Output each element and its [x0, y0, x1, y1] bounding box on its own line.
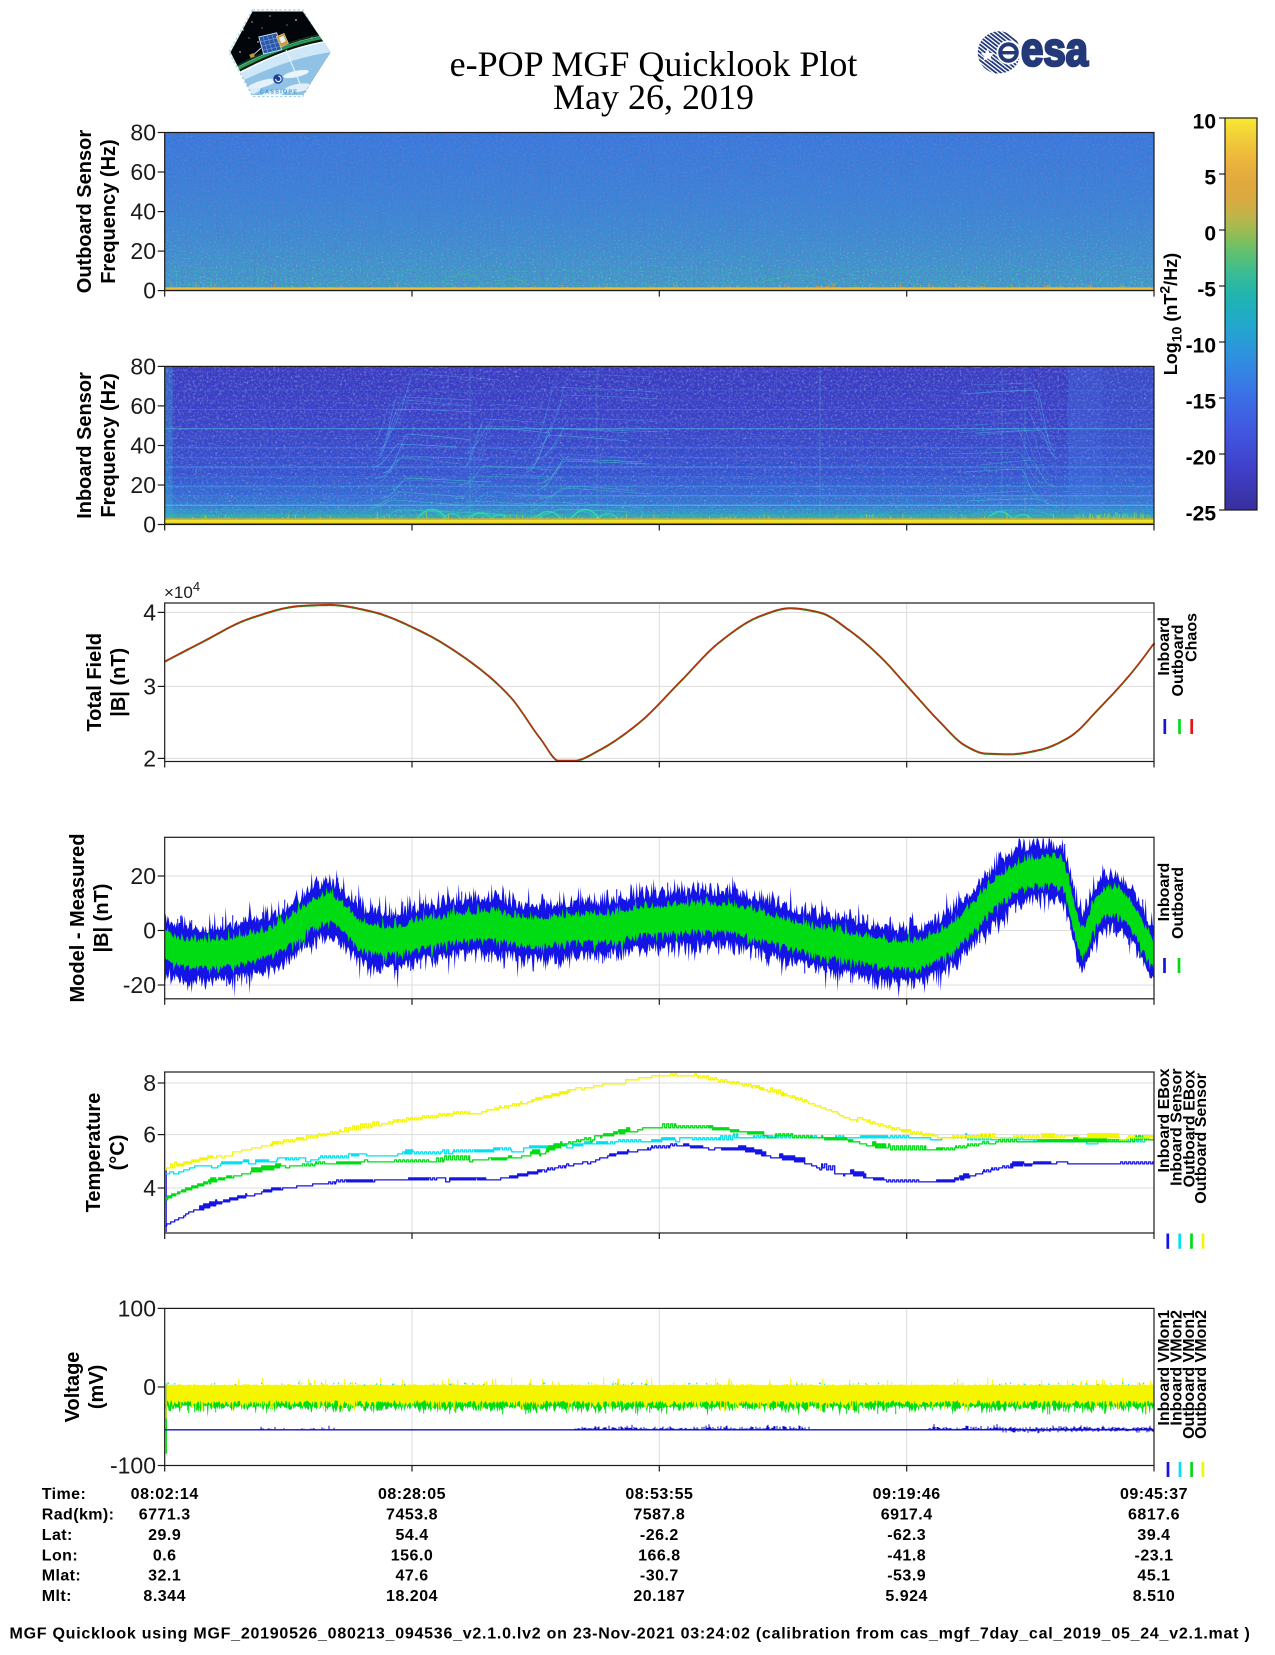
- svg-text:-20: -20: [1186, 447, 1216, 470]
- svg-text:32.1: 32.1: [148, 1568, 181, 1585]
- svg-text:54.4: 54.4: [395, 1527, 428, 1544]
- svg-text:08:02:14: 08:02:14: [131, 1486, 199, 1503]
- svg-text:Outboard Sensor: Outboard Sensor: [74, 130, 96, 294]
- svg-text:Mlat:: Mlat:: [42, 1568, 81, 1585]
- svg-text:29.9: 29.9: [148, 1527, 181, 1544]
- svg-text:4: 4: [143, 599, 156, 625]
- svg-text:7587.8: 7587.8: [633, 1507, 685, 1524]
- svg-text:Inboard EBox: Inboard EBox: [1156, 1068, 1173, 1172]
- svg-text:Outboard Sensor: Outboard Sensor: [1193, 1073, 1210, 1204]
- svg-text:39.4: 39.4: [1137, 1527, 1170, 1544]
- svg-text:Inboard VMon1: Inboard VMon1: [1156, 1310, 1173, 1426]
- svg-text:-25: -25: [1186, 503, 1217, 526]
- svg-text:Mlt:: Mlt:: [42, 1588, 72, 1605]
- svg-text:Log10 (nT2/Hz): Log10 (nT2/Hz): [1157, 253, 1185, 375]
- svg-text:-26.2: -26.2: [640, 1527, 679, 1544]
- svg-text:6817.6: 6817.6: [1128, 1507, 1180, 1524]
- svg-text:5: 5: [1204, 167, 1216, 190]
- svg-text:20.187: 20.187: [633, 1588, 685, 1605]
- svg-text:0: 0: [143, 512, 156, 538]
- svg-text:2: 2: [143, 745, 156, 771]
- svg-text:0: 0: [143, 918, 156, 944]
- svg-text:7453.8: 7453.8: [386, 1507, 438, 1524]
- svg-text:-30.7: -30.7: [640, 1568, 679, 1585]
- svg-text:Lon:: Lon:: [42, 1547, 78, 1564]
- svg-text:45.1: 45.1: [1137, 1568, 1170, 1585]
- svg-text:0: 0: [1204, 223, 1216, 246]
- svg-text:MGF Quicklook using MGF_201905: MGF Quicklook using MGF_20190526_080213_…: [9, 1625, 1250, 1642]
- svg-text:8: 8: [143, 1070, 156, 1096]
- svg-text:8.344: 8.344: [143, 1588, 186, 1605]
- svg-text:-15: -15: [1186, 391, 1217, 414]
- svg-text:Outboard VMon2: Outboard VMon2: [1193, 1310, 1210, 1439]
- svg-text:5.924: 5.924: [885, 1588, 928, 1605]
- svg-text:Lat:: Lat:: [42, 1527, 73, 1544]
- svg-text:80: 80: [130, 120, 156, 146]
- svg-text:6: 6: [143, 1122, 156, 1148]
- svg-text:-53.9: -53.9: [887, 1568, 926, 1585]
- svg-text:-20: -20: [123, 972, 156, 998]
- svg-text:4: 4: [143, 1175, 156, 1201]
- svg-text:6917.4: 6917.4: [881, 1507, 933, 1524]
- svg-text:156.0: 156.0: [391, 1547, 434, 1564]
- svg-text:80: 80: [130, 353, 156, 379]
- svg-text:-10: -10: [1186, 335, 1216, 358]
- svg-text:Frequency (Hz): Frequency (Hz): [98, 139, 120, 283]
- svg-text:Total Field: Total Field: [84, 633, 106, 732]
- svg-text:166.8: 166.8: [638, 1547, 681, 1564]
- svg-text:09:19:46: 09:19:46: [873, 1486, 941, 1503]
- svg-text:0: 0: [143, 278, 156, 304]
- svg-text:|B| (nT): |B| (nT): [108, 648, 130, 717]
- svg-text:-41.8: -41.8: [887, 1547, 926, 1564]
- svg-text:-23.1: -23.1: [1135, 1547, 1174, 1564]
- svg-text:3: 3: [143, 673, 156, 699]
- svg-text:Outboard EBox: Outboard EBox: [1181, 1070, 1198, 1187]
- svg-text:Rad(km):: Rad(km):: [42, 1507, 115, 1524]
- svg-text:18.204: 18.204: [386, 1588, 438, 1605]
- svg-text:Chaos: Chaos: [1184, 613, 1201, 662]
- svg-text:(mV): (mV): [86, 1365, 108, 1409]
- svg-text:CASSIOPE: CASSIOPE: [260, 90, 299, 96]
- svg-text:60: 60: [130, 393, 156, 419]
- svg-text:esa: esa: [1021, 23, 1089, 76]
- svg-text:Outboard: Outboard: [1170, 625, 1187, 697]
- svg-text:40: 40: [130, 433, 156, 459]
- svg-text:Time:: Time:: [42, 1486, 86, 1503]
- svg-text:×104: ×104: [164, 579, 200, 602]
- svg-text:Inboard VMon2: Inboard VMon2: [1169, 1310, 1186, 1426]
- svg-text:08:53:55: 08:53:55: [625, 1486, 693, 1503]
- svg-text:Outboard: Outboard: [1170, 867, 1187, 939]
- svg-text:8.510: 8.510: [1133, 1588, 1176, 1605]
- svg-text:e-POP MGF Quicklook Plot: e-POP MGF Quicklook Plot: [450, 44, 858, 84]
- svg-text:0.6: 0.6: [153, 1547, 177, 1564]
- svg-text:(°C): (°C): [107, 1135, 129, 1171]
- svg-text:09:45:37: 09:45:37: [1120, 1486, 1188, 1503]
- svg-text:Model - Measured: Model - Measured: [67, 834, 89, 1003]
- svg-text:100: 100: [118, 1295, 156, 1321]
- svg-text:-5: -5: [1197, 279, 1216, 302]
- svg-text:47.6: 47.6: [395, 1568, 428, 1585]
- svg-text:-100: -100: [110, 1453, 156, 1479]
- svg-text:20: 20: [130, 472, 156, 498]
- svg-text:May 26, 2019: May 26, 2019: [553, 77, 754, 117]
- svg-text:Inboard Sensor: Inboard Sensor: [1169, 1069, 1186, 1186]
- svg-text:-62.3: -62.3: [887, 1527, 926, 1544]
- svg-text:10: 10: [1193, 111, 1216, 134]
- svg-text:40: 40: [130, 199, 156, 225]
- svg-text:20: 20: [130, 863, 156, 889]
- svg-text:60: 60: [130, 159, 156, 185]
- svg-text:Outboard VMon1: Outboard VMon1: [1181, 1310, 1198, 1439]
- svg-text:20: 20: [130, 238, 156, 264]
- svg-text:|B| (nT): |B| (nT): [91, 884, 113, 953]
- svg-text:Frequency (Hz): Frequency (Hz): [98, 373, 120, 517]
- svg-text:Inboard: Inboard: [1156, 617, 1173, 676]
- svg-text:6771.3: 6771.3: [139, 1507, 191, 1524]
- svg-text:Temperature: Temperature: [83, 1093, 105, 1213]
- svg-text:Inboard Sensor: Inboard Sensor: [74, 372, 96, 519]
- svg-text:Voltage: Voltage: [62, 1352, 84, 1423]
- svg-text:Inboard: Inboard: [1156, 863, 1173, 922]
- svg-text:08:28:05: 08:28:05: [378, 1486, 446, 1503]
- svg-text:0: 0: [143, 1374, 156, 1400]
